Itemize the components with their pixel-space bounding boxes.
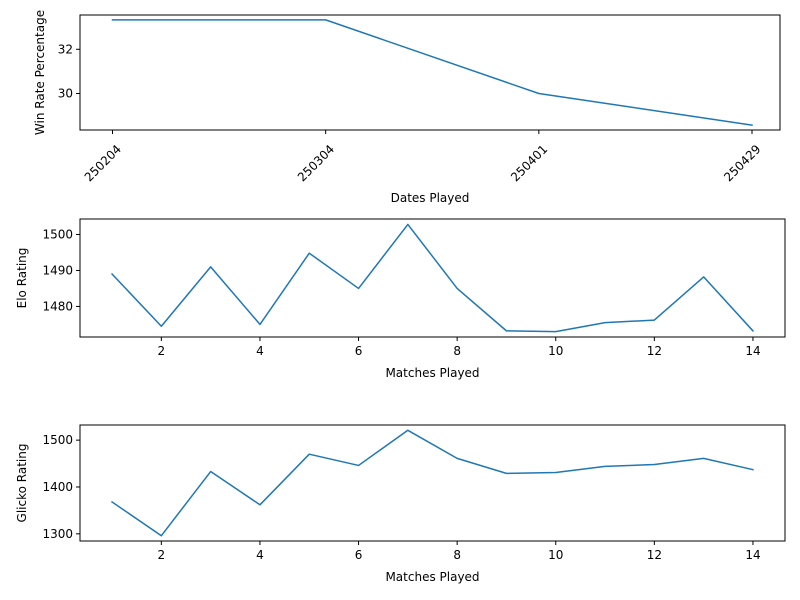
y-tick-label: 1300	[42, 527, 73, 541]
x-tick-label: 2	[158, 344, 166, 358]
plot-frame	[79, 218, 786, 338]
subplot-1: 250204 250304 250401 250429 30 32 Dates Played…	[33, 10, 781, 205]
y-tick-label: 1490	[42, 263, 73, 277]
y-tick-label: 30	[58, 87, 73, 101]
y-tick-label: 1500	[42, 227, 73, 241]
y-tick-label: 32	[58, 42, 73, 56]
subplot-3: 2 4 6 8 10 12 14 1300 1400 1500 Matches Played Glic…	[15, 424, 786, 584]
x-tick-label: 250304	[295, 142, 337, 184]
x-tick-label: 8	[453, 548, 461, 562]
plot-frame	[79, 14, 781, 131]
x-tick-label: 250401	[508, 142, 550, 184]
plot-frame	[79, 424, 786, 542]
y-axis-label: Elo Rating	[15, 248, 29, 309]
x-tick-label: 8	[453, 344, 461, 358]
x-axis-label: Dates Played	[391, 191, 470, 205]
x-tick-label: 2	[158, 548, 166, 562]
x-tick-label: 4	[256, 344, 264, 358]
x-tick-label: 250204	[82, 142, 124, 184]
y-axis-label: Glicko Rating	[15, 444, 29, 523]
x-tick-label: 14	[745, 344, 760, 358]
series-line	[111, 19, 753, 126]
subplot-2: 2 4 6 8 10 12 14 1480 1490 1500 Matches Played Elo …	[15, 218, 786, 380]
y-tick-label: 1500	[42, 433, 73, 447]
y-axis-label: Win Rate Percentage	[33, 10, 47, 135]
x-tick-label: 14	[745, 548, 760, 562]
x-axis-label: Matches Played	[385, 570, 479, 584]
x-tick-label: 4	[256, 548, 264, 562]
series-line	[111, 429, 754, 537]
series-line	[110, 223, 755, 333]
x-tick-label: 6	[355, 344, 363, 358]
x-tick-label: 250429	[721, 142, 763, 184]
x-axis-label: Matches Played	[385, 366, 479, 380]
x-tick-label: 12	[647, 548, 662, 562]
x-tick-label: 10	[548, 548, 563, 562]
x-tick-label: 6	[355, 548, 363, 562]
y-tick-label: 1400	[42, 480, 73, 494]
x-tick-label: 10	[548, 344, 563, 358]
y-tick-label: 1480	[42, 299, 73, 313]
x-tick-label: 12	[647, 344, 662, 358]
